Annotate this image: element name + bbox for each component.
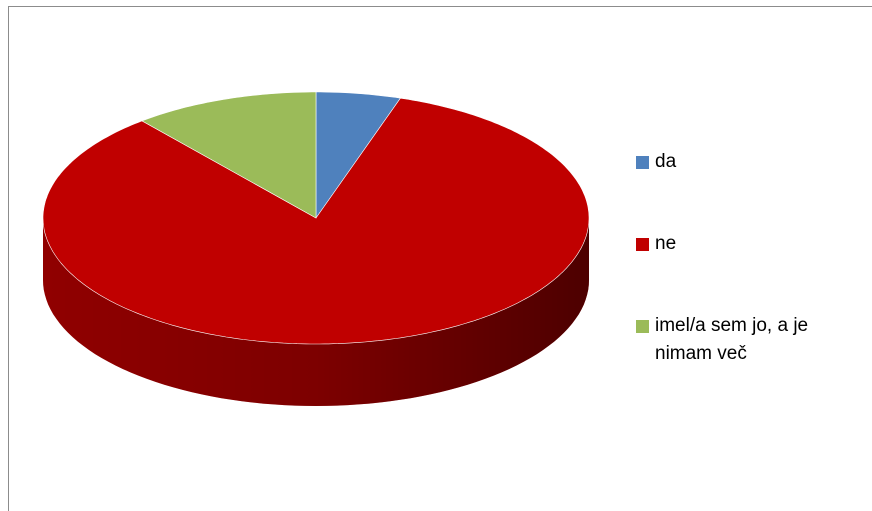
legend-swatch — [636, 156, 649, 169]
slice-side-shade — [43, 218, 589, 406]
slice — [315, 91, 401, 219]
legend-item: ne — [636, 230, 868, 258]
legend-swatch — [636, 238, 649, 251]
slice — [141, 91, 317, 219]
legend-item: da — [636, 148, 868, 176]
slice — [42, 97, 590, 345]
chart-frame — [8, 6, 872, 511]
legend-swatch — [636, 320, 649, 333]
legend-label: da — [655, 151, 677, 172]
legend-item: imel/a sem jo, a je nimam več — [636, 312, 868, 368]
legend-label: ne — [655, 233, 677, 254]
legend-label: imel/a sem jo, a je nimam več — [655, 315, 809, 364]
